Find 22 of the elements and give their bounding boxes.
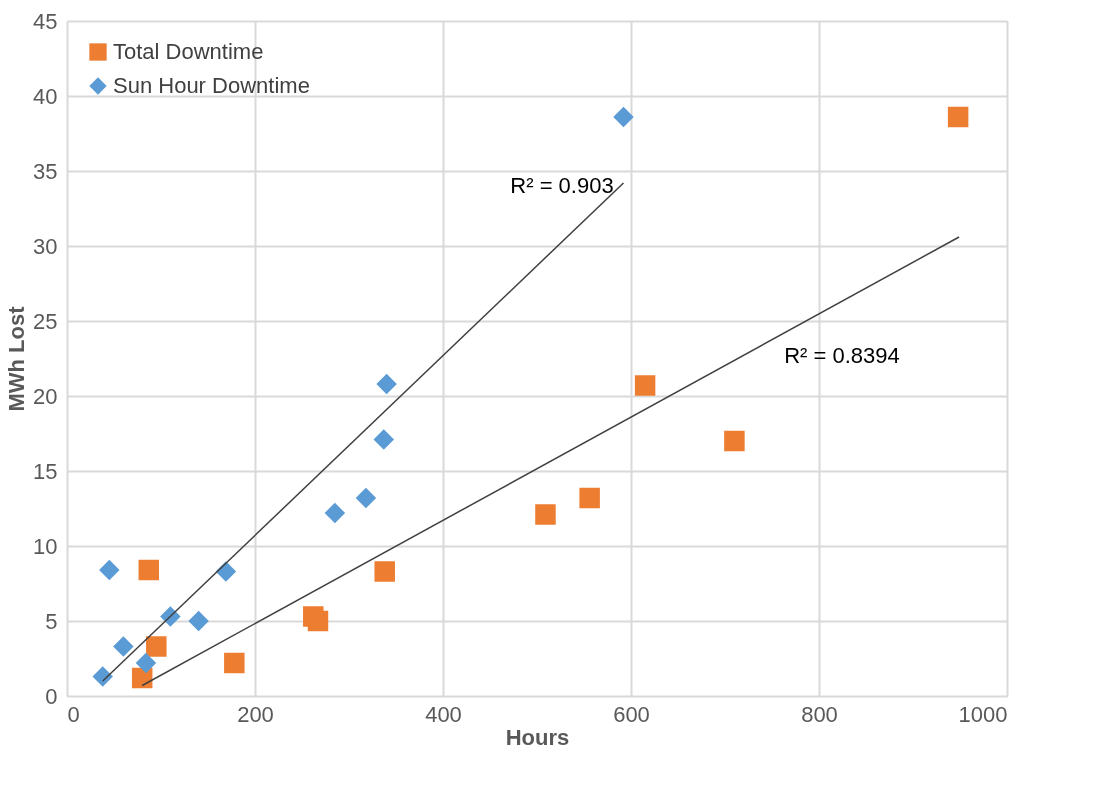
- y-axis-title: MWh Lost: [4, 305, 30, 412]
- x-axis-title: Hours: [505, 724, 570, 750]
- x-tick-label: 800: [801, 701, 838, 727]
- x-tick-label: 400: [425, 701, 462, 727]
- y-tick-label: 35: [33, 158, 58, 184]
- legend-label: Total Downtime: [113, 39, 264, 64]
- y-tick-label: 0: [45, 683, 58, 709]
- y-tick-label: 20: [33, 383, 58, 409]
- y-tick-label: 45: [33, 8, 58, 34]
- x-tick-label: 600: [613, 701, 650, 727]
- annotation: R² = 0.903: [510, 173, 614, 198]
- y-tick-label: 30: [33, 233, 58, 259]
- legend-label: Sun Hour Downtime: [113, 73, 310, 98]
- y-tick-label: 40: [33, 83, 58, 109]
- y-tick-label: 5: [45, 608, 58, 634]
- x-tick-label: 200: [237, 701, 274, 727]
- y-tick-label: 15: [33, 458, 58, 484]
- annotation: R² = 0.8394: [784, 343, 900, 368]
- y-tick-label: 10: [33, 533, 58, 559]
- x-tick-label: 1000: [958, 701, 1008, 727]
- x-tick-label: 0: [67, 701, 80, 727]
- y-tick-label: 25: [33, 308, 58, 334]
